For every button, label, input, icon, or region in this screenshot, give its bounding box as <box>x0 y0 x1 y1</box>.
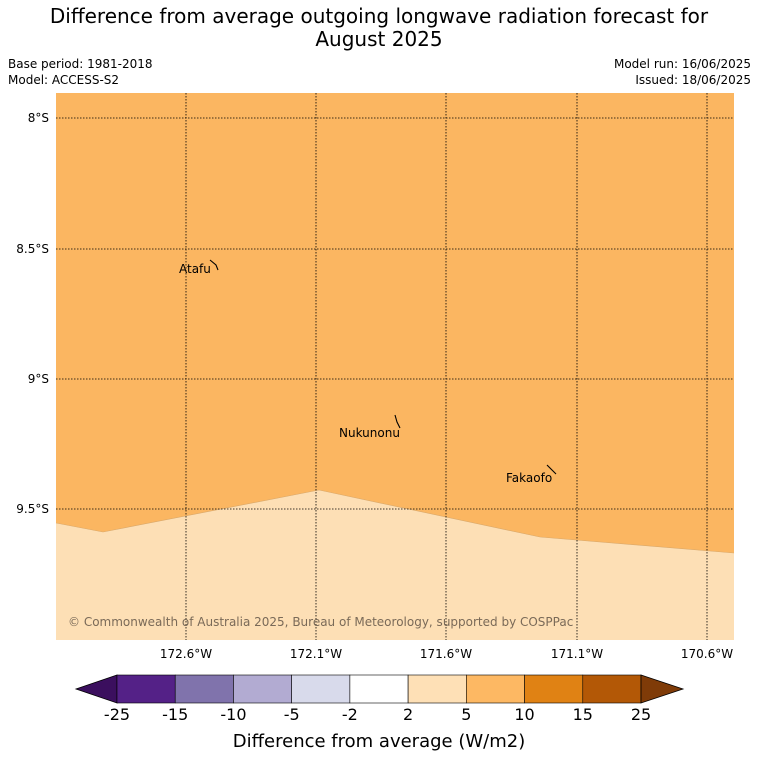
colorbar-bin <box>582 674 642 704</box>
lat-label-8-5: 8.5°S <box>16 242 49 256</box>
map-panel: Atafu Nukunonu Fakaofo © Commonwealth of… <box>55 93 735 640</box>
chart-title: Difference from average outgoing longwav… <box>0 5 758 51</box>
colorbar-bin <box>407 674 467 704</box>
meta-left: Base period: 1981-2018 Model: ACCESS-S2 <box>8 56 153 88</box>
colorbar-bin <box>466 674 525 704</box>
latitude-labels: 8°S 8.5°S 9°S 9.5°S <box>16 111 49 516</box>
title-line-1: Difference from average outgoing longwav… <box>49 4 709 28</box>
colorbar-extend-low <box>74 674 118 704</box>
meta-right: Model run: 16/06/2025 Issued: 18/06/2025 <box>614 56 751 88</box>
issued-date: Issued: 18/06/2025 <box>635 73 751 87</box>
colorbar-bin <box>116 674 176 704</box>
colorbar-bin <box>174 674 234 704</box>
longitude-labels: 172.6°W 172.1°W 171.6°W 171.1°W 170.6°W <box>160 647 733 661</box>
lon-label-171-6: 171.6°W <box>420 647 472 661</box>
colorbar-tick-label: -5 <box>284 705 300 724</box>
colorbar-title: Difference from average (W/m2) <box>233 731 525 752</box>
colorbar-extend-high <box>640 674 685 704</box>
colorbar <box>74 674 685 704</box>
model-name: Model: ACCESS-S2 <box>8 73 120 87</box>
colorbar-tick-label: -15 <box>162 705 188 724</box>
colorbar-tick-label: 10 <box>514 705 534 724</box>
atolls <box>209 259 557 475</box>
lat-label-9-5: 9.5°S <box>16 502 49 516</box>
lon-label-170-6: 170.6°W <box>681 647 733 661</box>
lon-label-172-1: 172.1°W <box>290 647 342 661</box>
copyright-notice: © Commonwealth of Australia 2025, Bureau… <box>68 615 573 629</box>
colorbar-tick-label: -10 <box>220 705 246 724</box>
model-run: Model run: 16/06/2025 <box>613 57 751 71</box>
colorbar-tick-label: -2 <box>342 705 358 724</box>
place-label-atafu: Atafu <box>179 262 211 276</box>
colorbar-bin <box>233 674 292 704</box>
lon-label-172-6: 172.6°W <box>160 647 212 661</box>
lon-label-171-1: 171.1°W <box>551 647 603 661</box>
colorbar-bin <box>291 674 351 704</box>
gridlines <box>56 93 734 640</box>
colorbar-tick-label: 15 <box>573 705 593 724</box>
colorbar-bin <box>349 674 409 704</box>
region-boundary <box>55 489 735 554</box>
place-label-nukunonu: Nukunonu <box>339 426 400 440</box>
fakaofo-atoll <box>546 464 557 475</box>
colorbar-tick-label: -25 <box>104 705 130 724</box>
lat-label-8: 8°S <box>28 111 49 125</box>
region-lower <box>56 490 734 640</box>
atafu-atoll <box>209 259 219 271</box>
colorbar-tick-label: 5 <box>461 705 471 724</box>
lat-label-9: 9°S <box>28 372 49 386</box>
colorbar-bin <box>524 674 584 704</box>
colorbar-tick-label: 25 <box>631 705 651 724</box>
colorbar-tick-labels: -25 -15 -10 -5 -2 2 5 10 15 25 <box>104 705 651 724</box>
title-line-2: August 2025 <box>315 27 443 51</box>
colorbar-tick-label: 2 <box>403 705 413 724</box>
nukunonu-atoll <box>394 414 401 429</box>
base-period: Base period: 1981-2018 <box>8 57 153 71</box>
place-label-fakaofo: Fakaofo <box>506 471 552 485</box>
